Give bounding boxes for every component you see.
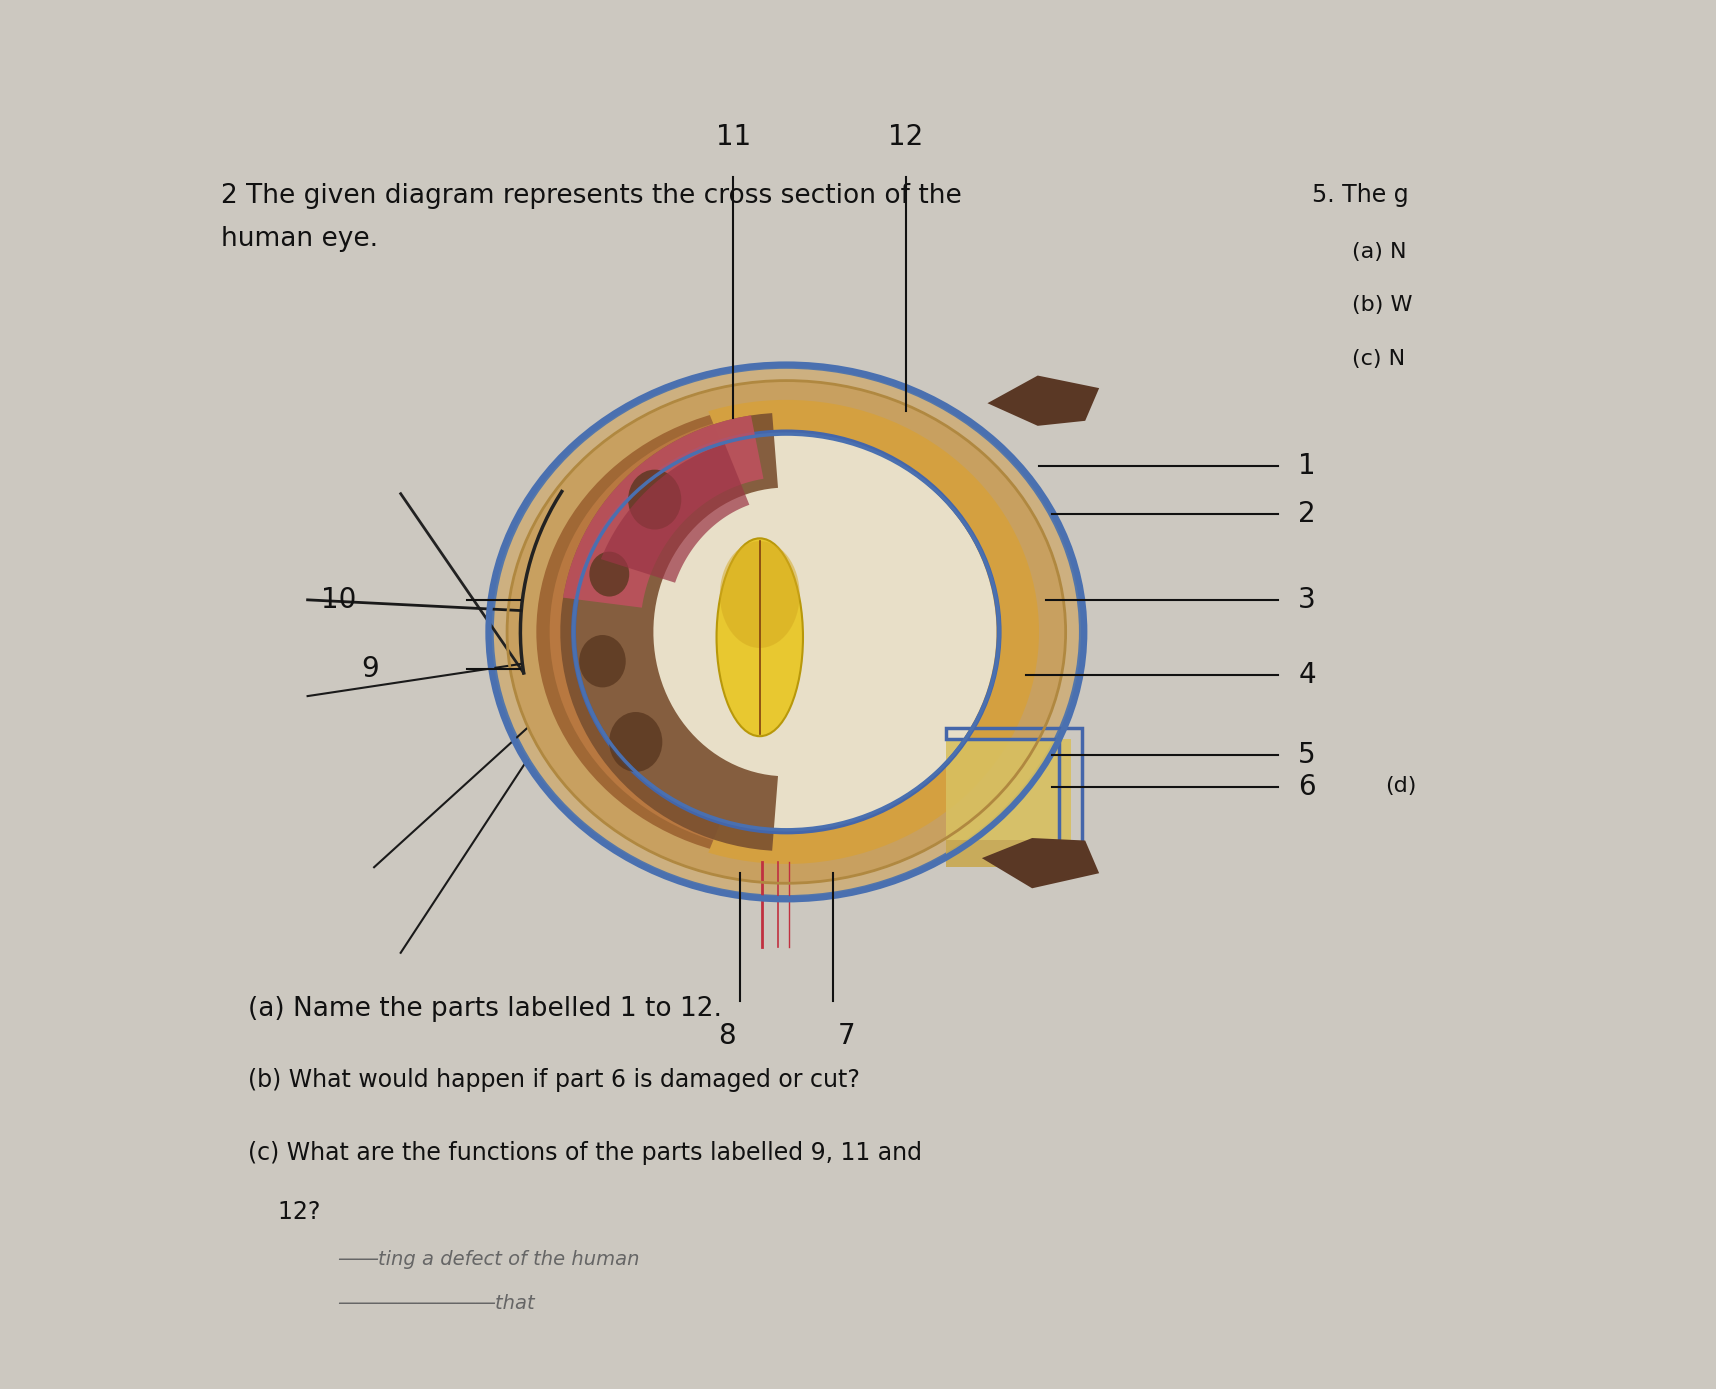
Ellipse shape (494, 369, 1079, 895)
Text: (b) W: (b) W (1352, 294, 1412, 315)
Polygon shape (601, 443, 750, 583)
Text: 12?: 12? (247, 1200, 321, 1224)
Text: 5: 5 (1299, 740, 1316, 770)
Polygon shape (946, 739, 1071, 840)
Text: 2: 2 (1299, 500, 1316, 528)
Text: (c) What are the functions of the parts labelled 9, 11 and: (c) What are the functions of the parts … (247, 1140, 921, 1165)
Text: (d): (d) (1385, 776, 1416, 796)
Text: (c) N: (c) N (1352, 349, 1405, 368)
Polygon shape (987, 375, 1100, 426)
Text: 2 The given diagram represents the cross section of the: 2 The given diagram represents the cross… (221, 183, 963, 208)
Ellipse shape (628, 469, 681, 529)
Polygon shape (709, 400, 1038, 864)
Text: 10: 10 (321, 586, 357, 614)
Text: 3: 3 (1299, 586, 1316, 614)
Ellipse shape (549, 413, 1023, 851)
Text: (a) N: (a) N (1352, 242, 1405, 261)
Ellipse shape (721, 542, 800, 647)
Text: 8: 8 (717, 1022, 736, 1050)
Text: (a) Name the parts labelled 1 to 12.: (a) Name the parts labelled 1 to 12. (247, 996, 722, 1021)
Text: 1: 1 (1299, 453, 1316, 481)
Text: 9: 9 (360, 656, 379, 683)
Ellipse shape (589, 551, 630, 596)
Ellipse shape (609, 713, 662, 772)
Text: 7: 7 (837, 1022, 855, 1050)
Ellipse shape (508, 381, 1066, 883)
Text: 4: 4 (1299, 661, 1316, 689)
Text: ――ting a defect of the human: ――ting a defect of the human (314, 1250, 640, 1270)
Polygon shape (561, 413, 777, 850)
Polygon shape (563, 415, 764, 607)
Polygon shape (946, 840, 1036, 867)
Text: (b) What would happen if part 6 is damaged or cut?: (b) What would happen if part 6 is damag… (247, 1068, 860, 1092)
Text: 6: 6 (1299, 774, 1316, 801)
Text: 11: 11 (716, 122, 752, 150)
Text: ――――――――that: ――――――――that (314, 1293, 535, 1313)
Text: human eye.: human eye. (221, 225, 378, 251)
Ellipse shape (489, 364, 1085, 899)
Ellipse shape (537, 404, 1036, 860)
Polygon shape (982, 838, 1100, 889)
Ellipse shape (573, 432, 999, 832)
Ellipse shape (717, 539, 803, 736)
Text: 12: 12 (889, 122, 923, 150)
Ellipse shape (580, 635, 626, 688)
Text: 5. The g: 5. The g (1311, 183, 1409, 207)
